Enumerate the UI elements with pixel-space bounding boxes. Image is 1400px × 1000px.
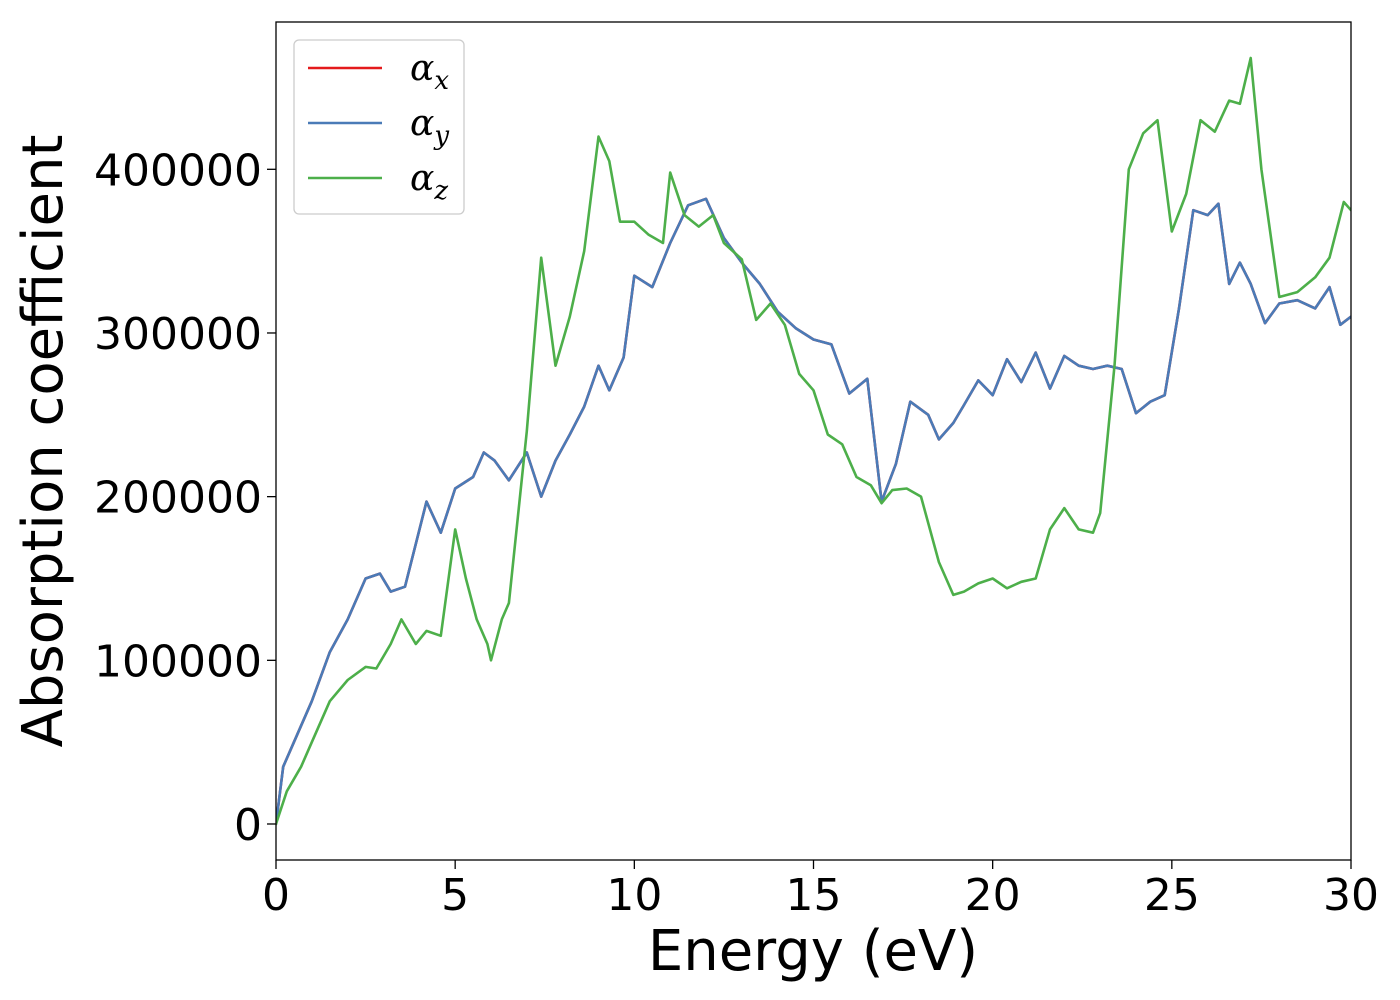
x-axis-label: Energy (eV) (648, 919, 978, 984)
y-tick-label: 0 (234, 800, 262, 851)
y-axis-label: Absorption coefficient (11, 135, 76, 748)
legend-label-z: αz (410, 158, 448, 206)
x-tick-label: 25 (1144, 870, 1200, 921)
x-tick-label: 10 (606, 870, 662, 921)
x-tick-label: 20 (965, 870, 1021, 921)
legend-box (293, 39, 465, 215)
x-tick-label: 0 (262, 870, 290, 921)
series-line-y (276, 197, 1351, 826)
legend: αx αy αz (293, 39, 465, 215)
y-tick-label: 100000 (94, 636, 262, 687)
y-tick-label: 200000 (94, 473, 262, 524)
x-tick-label: 15 (786, 870, 842, 921)
x-tick-label: 5 (441, 870, 469, 921)
y-tick-label: 400000 (94, 145, 262, 196)
series-line-z (276, 56, 1351, 826)
y-tick-label: 300000 (94, 309, 262, 360)
x-tick-label: 30 (1323, 870, 1379, 921)
series-layer (276, 56, 1351, 826)
legend-label-y: αy (410, 103, 449, 151)
legend-label-x: αx (410, 48, 449, 96)
y-axis-ticks: 0 100000 200000 300000 400000 (94, 145, 276, 851)
x-axis-ticks: 0 5 10 15 20 25 30 (262, 860, 1379, 921)
